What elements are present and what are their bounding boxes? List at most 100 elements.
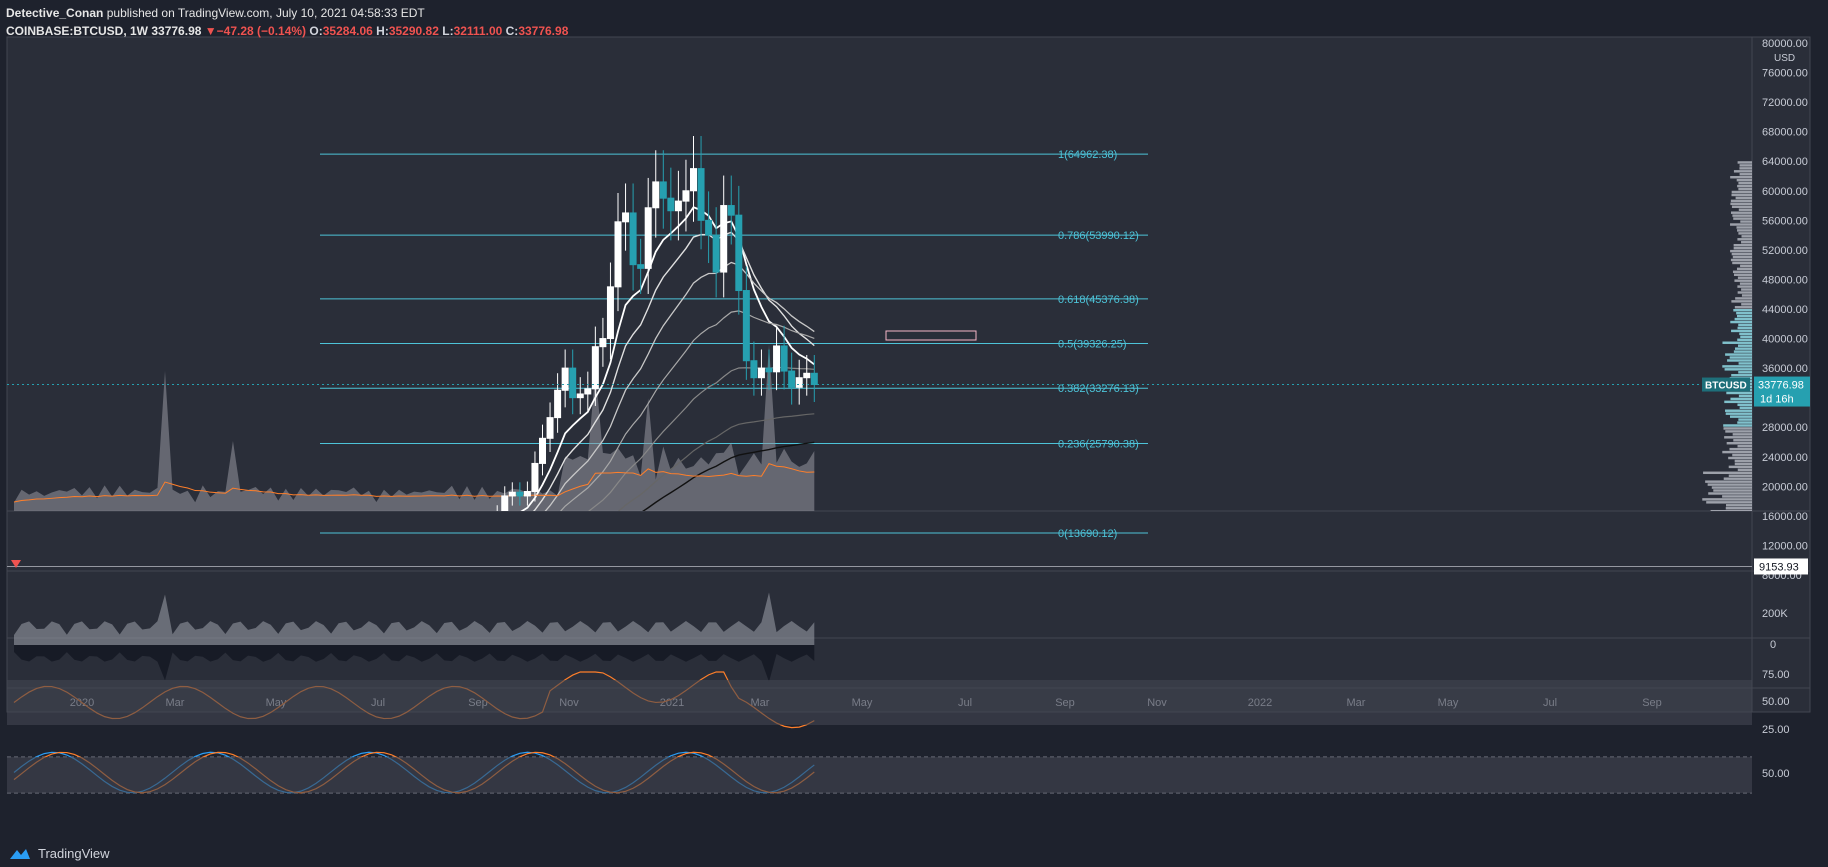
chart-frame [7,37,1810,712]
symbol-label[interactable]: COINBASE:BTCUSD, 1W [6,24,148,38]
volume-profile-bar [1734,279,1752,281]
price-tick-label: 52000.00 [1762,245,1808,257]
volume-profile-bar [1734,170,1752,172]
candle-body [691,169,697,191]
volume-profile-bar [1731,374,1752,376]
price-tick-label: 20000.00 [1762,481,1808,493]
volume-profile-bar [1738,469,1752,471]
price-tick-label: 48000.00 [1762,274,1808,286]
rsi-tick-label: 25.00 [1762,724,1790,736]
volume-profile-bar [1725,409,1752,411]
high-value: 35290.82 [389,24,439,38]
volume-profile-bar [1730,321,1752,323]
volume-profile-bar [1740,282,1752,284]
volume-profile-bar [1722,495,1752,497]
candle-body [645,208,651,269]
price-tick-label: 40000.00 [1762,334,1808,346]
candle-body [811,373,817,384]
candle-body [555,390,561,417]
volume-profile-bar [1733,433,1752,435]
volume-profile-bar [1730,250,1752,252]
volume-profile-bar [1731,330,1752,332]
volume-profile-bar [1729,475,1752,477]
volume-profile-bar [1740,336,1752,338]
volume-profile-bar [1730,203,1752,205]
price-tick-label: 68000.00 [1762,127,1808,139]
volume-profile-bar [1738,324,1752,326]
volume-profile-bar [1727,442,1752,444]
price-tick-label: 16000.00 [1762,511,1808,523]
fib-level-label: 0.5(39326.25) [1058,339,1127,351]
price-tick-label: 36000.00 [1762,363,1808,375]
volume-profile-bar [1702,498,1752,500]
volume-profile-bar [1737,229,1752,231]
candle-body [540,438,546,463]
volume-profile-bar [1730,176,1752,178]
volume-profile-bar [1738,232,1752,234]
symbol-line: COINBASE:BTCUSD, 1W 33776.98 ▼−47.28 (−0… [6,22,568,40]
volume-profile-bar [1741,241,1752,243]
volume-profile-bar [1738,188,1752,190]
volume-profile-bar [1722,365,1752,367]
candle-body [570,368,576,398]
volume-profile-bar [1733,217,1752,219]
candle-body [751,361,757,378]
close-label: C: [506,24,519,38]
close-value: 33776.98 [518,24,568,38]
volume-profile-bar [1737,404,1752,406]
candle-body [547,418,553,439]
volume-profile-bar [1736,226,1752,228]
volume-profile-bar [1725,430,1752,432]
candle-body [562,368,568,390]
volume-profile-bar [1731,300,1752,302]
volume-profile-bar [1732,194,1752,196]
volume-profile-bar [1737,179,1752,181]
candle-body [630,213,636,265]
volume-profile-bar [1736,197,1752,199]
candle-body [796,378,802,388]
volume-profile-bar [1735,463,1752,465]
volume-profile-bar [1703,472,1752,474]
candle-body [781,346,787,371]
price-tick-label: 12000.00 [1762,540,1808,552]
price-tick-label: 28000.00 [1762,422,1808,434]
volume-profile-bar [1741,235,1752,237]
stoch-tick-label: 50.00 [1762,768,1790,780]
candle-body [728,206,734,216]
volume-profile-bar [1727,359,1752,361]
candle-body [774,346,780,372]
volume-profile-bar [1708,492,1752,494]
volume-profile-bar [1735,460,1752,462]
volume-profile-bar [1726,392,1752,394]
volume-profile-bar [1729,466,1752,468]
volume-profile-bar [1725,368,1752,370]
volume-profile-bar [1732,206,1752,208]
open-label: O: [309,24,322,38]
volume-profile-bar [1737,421,1752,423]
candle-body [623,213,629,222]
volume-profile-bar [1726,412,1752,414]
volume-profile-bar [1725,353,1752,355]
open-value: 35284.06 [323,24,373,38]
volume-profile-bar [1708,483,1752,485]
price-tick-label: 64000.00 [1762,156,1808,168]
tradingview-logo-icon[interactable] [8,847,32,861]
volume-profile-bar [1738,418,1752,420]
volume-profile-bar [1706,501,1752,503]
author-name[interactable]: Detective_Conan [6,6,103,20]
footer-brand[interactable]: TradingView [38,846,110,861]
candle-body [721,206,727,272]
volume-profile-bar [1738,291,1752,293]
symbol-tag-label: BTCUSD [1705,381,1747,392]
volume-profile-bar [1735,347,1752,349]
volume-profile-bar [1731,211,1752,213]
candle-body [600,339,606,347]
fib-level-label: 0(13690.12) [1058,528,1117,540]
stoch-band [7,757,1752,793]
publish-info: published on TradingView.com, July 10, 2… [107,6,425,20]
volume-profile-bar [1739,333,1752,335]
volume-profile-bar [1739,395,1752,397]
volume-profile-bar [1734,247,1752,249]
volume-profile-bar [1738,344,1752,346]
